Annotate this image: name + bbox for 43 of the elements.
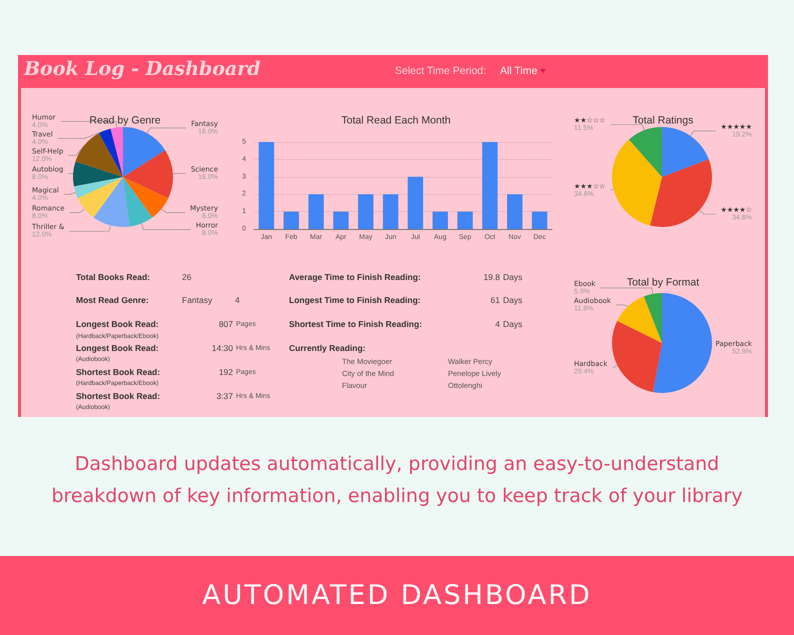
text: Longest Book Read: [76, 342, 159, 354]
bar [358, 194, 374, 229]
text: Book Log - Dashboard [24, 58, 260, 81]
bar [482, 142, 498, 229]
text: Shortest Book Read: [76, 366, 160, 378]
bar [308, 194, 324, 229]
text: 19.8 [483, 272, 500, 282]
text: 26 [182, 272, 192, 282]
chart-title: Total Ratings [632, 114, 694, 126]
text: Most Read Genre: [76, 294, 149, 306]
text: Shortest Time to Finish Reading: [289, 318, 422, 330]
text: 807 [218, 318, 233, 330]
text: 192 [218, 366, 233, 378]
text: 14:30 [212, 342, 233, 354]
text: Fantasy [182, 294, 212, 306]
bar [258, 142, 274, 229]
text: All Time [500, 65, 538, 78]
text: Days [503, 272, 522, 282]
text: 3:37 [216, 390, 233, 402]
text: Days [503, 294, 522, 306]
bar [284, 212, 299, 229]
text: Currently Reading: [289, 342, 366, 354]
bar [507, 194, 522, 229]
text: Average Time to Finish Reading: [289, 272, 421, 282]
chart-title: Total Read Each Month [341, 114, 451, 126]
bar [532, 212, 548, 229]
bar [382, 194, 398, 229]
text: Select Time Period: [395, 65, 486, 78]
bar [457, 212, 473, 229]
text: AUTOMATED DASHBOARD [202, 580, 592, 611]
text: Dashboard updates automatically, providing an easy-to-understand breakdown of key information, enabling you to keep track of your library [50, 452, 744, 509]
chart-title: Read by Genre [89, 114, 161, 126]
bar [432, 212, 448, 229]
text: Longest Book Read: [76, 318, 159, 330]
text: Days [503, 318, 522, 330]
text: Total Books Read: [76, 272, 150, 282]
bar [408, 176, 424, 229]
bar [333, 212, 349, 229]
text: 4 [495, 318, 500, 330]
text: Longest Time to Finish Reading: [289, 294, 421, 306]
text: 61 [490, 294, 500, 306]
text: Shortest Book Read: [76, 390, 160, 402]
chart-title: Total by Format [626, 276, 700, 288]
